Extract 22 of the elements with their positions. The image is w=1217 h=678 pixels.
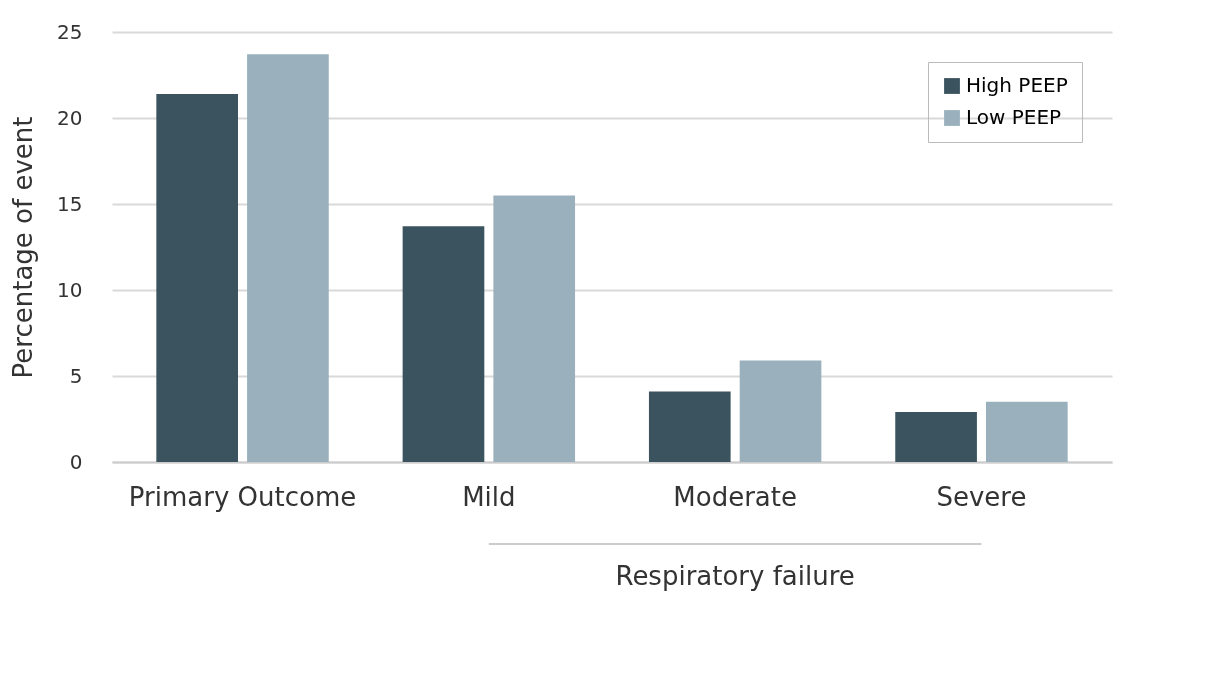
y-axis-title: Percentage of event bbox=[8, 116, 39, 379]
bar bbox=[648, 391, 731, 462]
x-tick-label: Severe bbox=[936, 481, 1027, 512]
y-tick-label: 5 bbox=[69, 363, 83, 388]
bar bbox=[402, 226, 485, 462]
bar bbox=[895, 412, 977, 462]
y-tick-label: 0 bbox=[69, 449, 83, 474]
legend-label: Low PEEP bbox=[966, 105, 1062, 129]
x-tick-label: Primary Outcome bbox=[128, 481, 357, 512]
bar bbox=[986, 401, 1068, 462]
bar bbox=[493, 195, 576, 462]
x-tick-label: Mild bbox=[462, 481, 516, 512]
y-tick-label: 25 bbox=[57, 19, 83, 44]
x-tick-label: Moderate bbox=[673, 481, 797, 512]
legend-label: High PEEP bbox=[966, 73, 1068, 97]
y-tick-label: 15 bbox=[57, 191, 83, 216]
bar bbox=[247, 54, 329, 462]
bar bbox=[739, 360, 822, 462]
y-tick-label: 20 bbox=[57, 105, 83, 130]
y-tick-label: 10 bbox=[57, 277, 83, 302]
bar bbox=[156, 93, 238, 462]
text: Respiratory failure bbox=[615, 561, 855, 591]
